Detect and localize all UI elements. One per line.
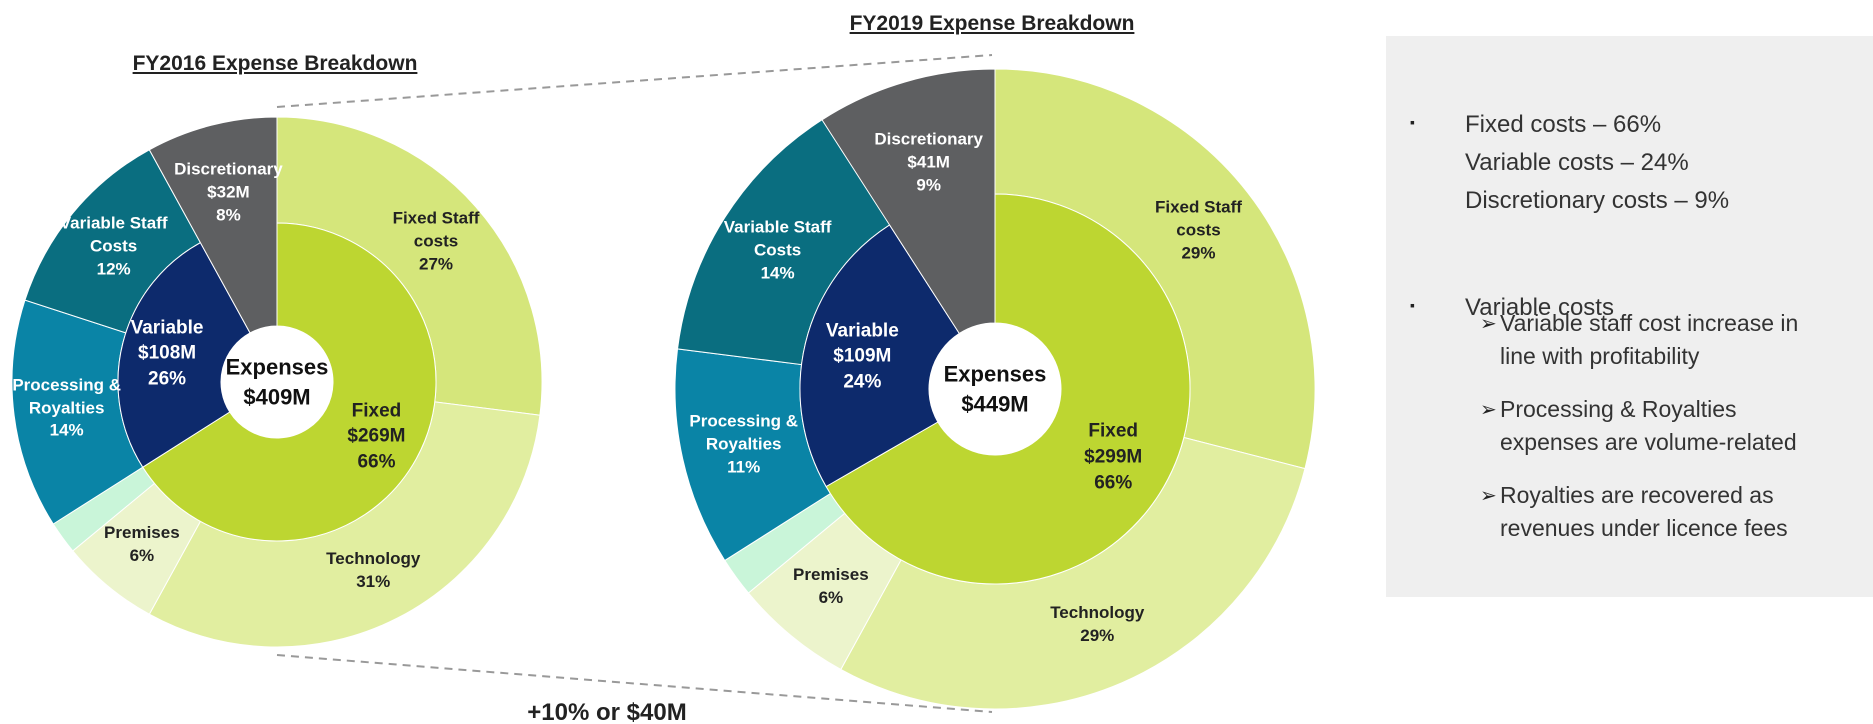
segment-label: Fixed Staff costs 27% <box>371 207 501 276</box>
segment-label: Fixed Staff costs 29% <box>1133 197 1263 266</box>
segment-name: Discretionary <box>874 129 984 149</box>
sub-bullet-text: line with profitability <box>1500 343 1700 369</box>
bullet-text: Variable costs – 24% <box>1465 149 1689 176</box>
segment-name: Discretionary <box>174 159 283 179</box>
chart-title: FY2019 Expense Breakdown <box>849 12 1135 35</box>
sub-bullet-text: Processing & Royalties <box>1500 396 1737 422</box>
segment-label: Processing & Royalties 14% <box>2 374 132 443</box>
segment-amount: $299M <box>1084 446 1143 468</box>
notes-panel: ▪ Fixed costs – 66% Variable costs – 24% Di… <box>1386 36 1873 597</box>
segment-percent: 8% <box>216 205 241 225</box>
connector-line <box>276 654 993 713</box>
segment-name: Technology <box>1050 603 1145 623</box>
segment-percent: 66% <box>1094 472 1133 494</box>
segment-percent: 27% <box>419 254 454 274</box>
sub-bullet-text: Royalties are recovered as <box>1500 482 1774 508</box>
center-value: $449M <box>961 391 1029 416</box>
segment-label: Variable Staff Costs 12% <box>49 212 179 281</box>
segment-label: Expenses $409M <box>207 352 347 411</box>
segment-label: Variable $108M 26% <box>112 315 222 392</box>
segment-percent: 14% <box>760 263 795 283</box>
segment-amount: $32M <box>207 182 250 202</box>
segment-amount: $108M <box>138 342 197 364</box>
sub-bullet-marker: ➢ <box>1480 485 1497 507</box>
sub-bullet-marker: ➢ <box>1480 313 1497 335</box>
segment-name: Variable <box>130 317 204 339</box>
segment-label: Technology 31% <box>308 548 438 594</box>
segment-label: Fixed $299M 66% <box>1058 419 1168 496</box>
segment-name: Fixed <box>351 400 402 422</box>
center-value: $409M <box>243 384 311 409</box>
sub-bullet-text: Variable staff cost increase in <box>1500 310 1799 336</box>
segment-name: Processing & Royalties <box>12 375 121 418</box>
segment-name: Variable <box>825 320 899 342</box>
segment-label: Fixed $269M 66% <box>321 398 431 475</box>
segment-label: Technology 29% <box>1032 602 1162 648</box>
segment-name: Variable Staff Costs <box>59 213 168 256</box>
segment-label: Processing & Royalties 11% <box>679 411 809 480</box>
segment-label: Variable $109M 24% <box>807 318 917 395</box>
segment-amount: $269M <box>347 425 406 447</box>
annotation: +10% or $40M <box>527 699 687 724</box>
segment-label: Premises 6% <box>77 522 207 568</box>
center-label: Expenses <box>225 354 329 380</box>
bullet-marker: ▪ <box>1410 114 1415 130</box>
segment-percent: 9% <box>916 175 941 195</box>
segment-percent: 26% <box>148 368 187 390</box>
segment-label: Discretionary $32M 8% <box>163 158 293 227</box>
segment-amount: $41M <box>907 152 950 172</box>
segment-percent: 14% <box>49 421 84 441</box>
segment-label: Variable Staff Costs 14% <box>713 217 843 286</box>
bullet-text: Fixed costs – 66% <box>1465 111 1662 138</box>
segment-percent: 12% <box>96 259 131 279</box>
segment-label: Discretionary $41M 9% <box>864 129 994 198</box>
segment-amount: $109M <box>833 345 892 367</box>
segment-percent: 11% <box>727 457 761 477</box>
segment-percent: 29% <box>1181 243 1216 263</box>
bullet-text: Variable costs <box>1465 294 1614 321</box>
bullet-marker: ▪ <box>1410 297 1415 313</box>
segment-percent: 31% <box>356 571 391 591</box>
segment-name: Processing & Royalties <box>689 411 799 454</box>
segment-name: Premises <box>793 565 869 585</box>
bullet-text: Discretionary costs – 9% <box>1465 187 1730 214</box>
center-hole <box>221 326 333 438</box>
segment-name: Technology <box>326 548 421 568</box>
segment-name: Fixed Staff costs <box>1155 197 1242 240</box>
chart-title: FY2016 Expense Breakdown <box>132 52 418 75</box>
segment-percent: 29% <box>1080 626 1115 646</box>
center-label: Expenses <box>943 361 1047 387</box>
sub-bullet-text: revenues under licence fees <box>1500 515 1788 541</box>
segment-label: Expenses $449M <box>925 359 1065 418</box>
sub-bullet-text: expenses are volume-related <box>1500 429 1797 455</box>
segment-name: Premises <box>104 523 180 543</box>
segment-percent: 6% <box>129 546 155 566</box>
sub-bullet-marker: ➢ <box>1480 399 1497 421</box>
center-hole <box>929 323 1061 455</box>
segment-label: Premises 6% <box>766 564 896 610</box>
segment-name: Fixed <box>1088 420 1139 442</box>
segment-percent: 24% <box>843 371 882 393</box>
connector-line <box>276 54 993 108</box>
segment-percent: 6% <box>818 588 844 608</box>
segment-name: Variable Staff Costs <box>723 217 832 260</box>
segment-name: Fixed Staff costs <box>392 208 480 251</box>
segment-percent: 66% <box>357 451 396 473</box>
